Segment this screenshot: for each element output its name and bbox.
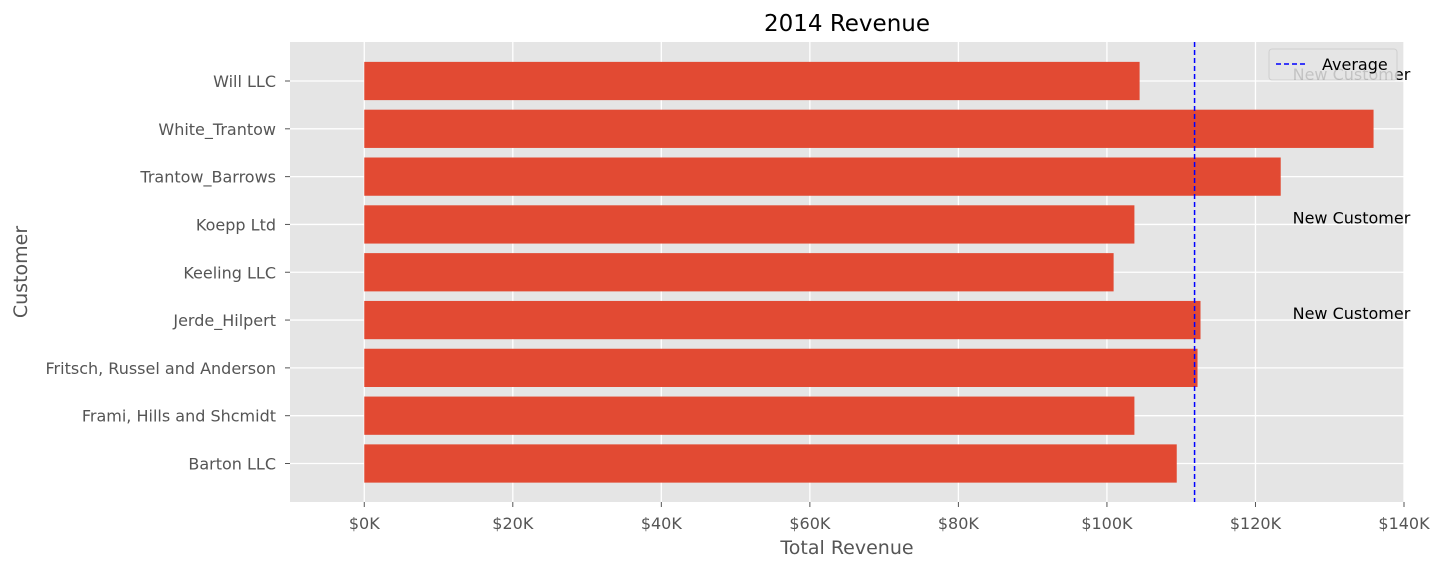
y-tick-label: Frami, Hills and Shcmidt xyxy=(82,407,276,426)
y-tick-label: Keeling LLC xyxy=(183,263,276,282)
x-tick-label: $80K xyxy=(938,514,980,533)
x-tick-label: $0K xyxy=(349,514,380,533)
x-tick-label: $60K xyxy=(789,514,831,533)
bar xyxy=(364,300,1201,340)
legend: Average xyxy=(1268,48,1398,81)
bar xyxy=(364,109,1374,148)
x-tick-labels: $0K $20K $40K $60K $80K $100K $120K $140K xyxy=(349,502,1430,533)
x-tick-label: $40K xyxy=(641,514,683,533)
bar xyxy=(364,157,1281,196)
x-tick-label: $100K xyxy=(1081,514,1133,533)
y-tick-label: Jerde_Hilpert xyxy=(172,311,276,331)
legend-label: Average xyxy=(1322,55,1388,74)
bar xyxy=(364,253,1114,292)
bar xyxy=(364,396,1135,435)
y-tick-label: Barton LLC xyxy=(188,455,276,474)
bars xyxy=(364,61,1374,483)
x-axis-label: Total Revenue xyxy=(779,537,913,559)
bar xyxy=(364,61,1140,101)
bar xyxy=(364,348,1198,387)
bar xyxy=(364,444,1177,483)
x-tick-label: $140K xyxy=(1378,514,1430,533)
y-tick-labels: Barton LLC Frami, Hills and Shcmidt Fritsc… xyxy=(46,72,290,474)
y-tick-label: White_Trantow xyxy=(158,120,276,140)
annotation-label: New Customer xyxy=(1293,208,1411,227)
y-tick-label: Fritsch, Russel and Anderson xyxy=(46,359,276,378)
y-tick-label: Will LLC xyxy=(213,72,276,91)
bar xyxy=(364,205,1135,244)
x-tick-label: $120K xyxy=(1230,514,1282,533)
y-tick-label: Trantow_Barrows xyxy=(139,168,276,188)
annotation-label: New Customer xyxy=(1293,304,1411,323)
legend-box xyxy=(1268,48,1398,81)
y-axis-label: Customer xyxy=(10,226,32,318)
y-tick-label: Koepp Ltd xyxy=(196,215,276,234)
chart-title: 2014 Revenue xyxy=(764,11,930,37)
x-tick-label: $20K xyxy=(492,514,534,533)
